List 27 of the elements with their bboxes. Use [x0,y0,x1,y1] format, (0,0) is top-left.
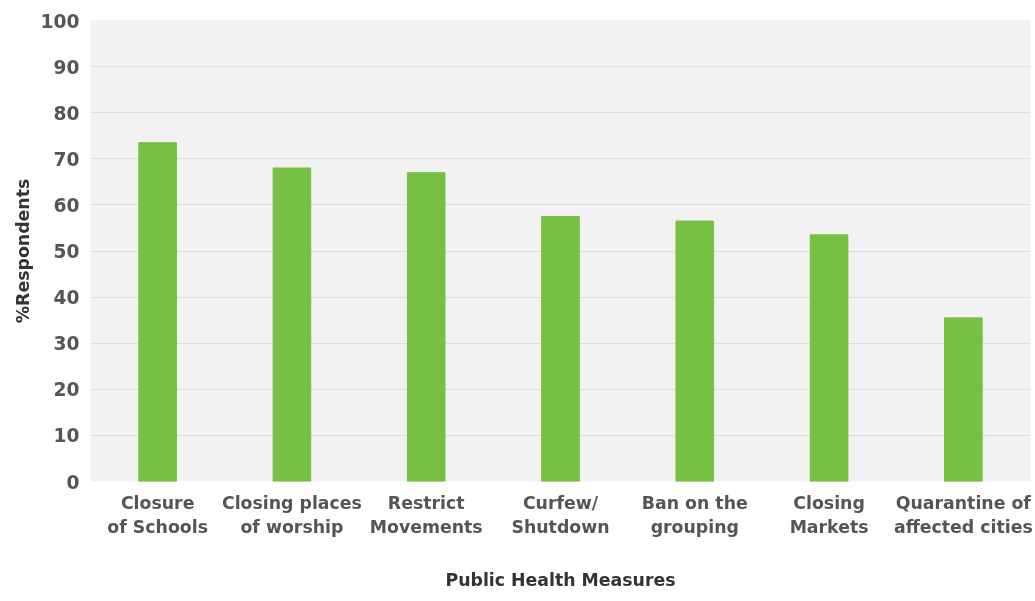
x-tick-label: Restrict Movements [369,492,483,537]
bar [138,142,177,482]
y-tick-label: 60 [53,194,80,216]
bar [272,167,312,482]
x-tick-label: Quarantine of affected cities [893,492,1033,537]
x-tick-label: Curfew/ Shutdown [511,492,610,537]
x-axis-title: Public Health Measures [445,569,676,590]
y-tick-label: 50 [53,241,80,262]
y-tick-label: 20 [53,379,80,401]
bar [406,172,446,482]
y-tick-label: 30 [53,333,80,355]
bar [541,215,580,482]
x-tick-label: Closing places of worship [221,492,362,537]
bar [809,234,849,482]
x-tick-label: Closure of Schools [107,492,208,537]
y-tick-label: 10 [53,425,80,447]
bar [944,317,983,482]
y-axis-title: %Respondents [12,178,33,324]
bar [675,220,715,482]
y-tick-label: 40 [53,287,80,309]
y-tick-label: 0 [66,471,80,493]
x-tick-label: Ban on the grouping [641,492,748,537]
y-tick-label: 90 [53,56,80,78]
y-tick-label: 100 [40,10,80,32]
y-tick-label: 80 [53,102,80,124]
x-tick-label: Closing Markets [789,492,869,537]
y-tick-label: 70 [53,148,80,170]
